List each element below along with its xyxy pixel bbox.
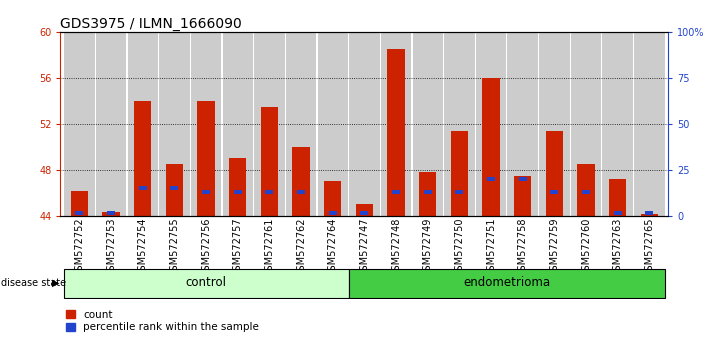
Bar [223,32,253,216]
Bar [328,211,337,215]
Bar [646,211,653,215]
Text: control: control [186,276,227,289]
Text: disease state: disease state [1,278,66,287]
Bar [318,32,348,216]
Bar [487,177,495,181]
Bar [582,190,590,194]
Bar [75,211,83,215]
Bar [134,101,151,216]
Bar [297,190,305,194]
Bar [444,32,474,216]
Bar [107,211,115,215]
Bar [349,32,380,216]
Bar [539,32,570,216]
Bar [641,213,658,216]
Bar [166,164,183,216]
Bar [360,211,368,215]
Bar [70,190,88,216]
Bar [508,32,538,216]
Bar [571,32,602,216]
Bar [102,212,119,216]
Bar [171,186,178,190]
Bar [609,179,626,216]
Text: endometrioma: endometrioma [464,276,550,289]
Bar [356,205,373,216]
Text: GDS3975 / ILMN_1666090: GDS3975 / ILMN_1666090 [60,17,242,31]
Bar [456,190,464,194]
Bar [550,190,558,194]
Bar [229,159,247,216]
Bar [424,190,432,194]
Bar [482,78,500,216]
Bar [324,181,341,216]
Bar [412,32,443,216]
Bar [634,32,665,216]
Bar [419,172,437,216]
Bar [514,176,531,216]
Bar [286,32,316,216]
Bar [292,147,310,216]
Bar [159,32,190,216]
Bar [198,101,215,216]
FancyBboxPatch shape [63,269,348,297]
Bar [602,32,633,216]
Bar [265,190,273,194]
Bar [64,32,95,216]
Bar [261,107,278,216]
Bar [519,177,527,181]
Bar [127,32,158,216]
Bar [202,190,210,194]
Legend: count, percentile rank within the sample: count, percentile rank within the sample [65,310,260,332]
Bar [96,32,127,216]
Bar [191,32,221,216]
Bar [451,131,468,216]
Bar [392,190,400,194]
Text: ▶: ▶ [52,278,60,287]
Bar [476,32,506,216]
Bar [614,211,621,215]
Bar [545,131,563,216]
Bar [139,186,146,190]
Bar [577,164,594,216]
Bar [255,32,284,216]
Bar [387,49,405,216]
Bar [234,190,242,194]
Bar [381,32,411,216]
FancyBboxPatch shape [348,269,665,297]
